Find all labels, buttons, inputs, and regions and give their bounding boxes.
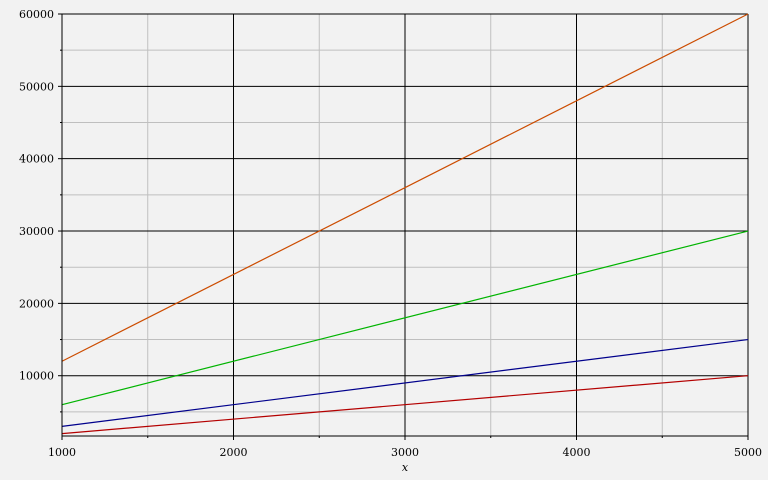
x-tick-label: 1000 xyxy=(48,446,76,459)
y-tick-label: 10000 xyxy=(19,370,54,383)
x-axis-title: x xyxy=(402,461,409,474)
series-lines xyxy=(61,13,749,435)
y-tick-label: 40000 xyxy=(19,153,54,166)
x-tick-label: 3000 xyxy=(391,446,419,459)
y-tick-label: 50000 xyxy=(19,80,54,93)
y-tick-label: 30000 xyxy=(19,225,54,238)
series-line-1 xyxy=(61,13,749,362)
y-tick-label: 60000 xyxy=(19,8,54,21)
x-tick-label: 2000 xyxy=(220,446,248,459)
series-line-3 xyxy=(61,338,749,427)
major-gridlines xyxy=(61,13,749,436)
axes xyxy=(58,13,749,440)
x-tick-label: 5000 xyxy=(734,446,762,459)
series-line-2 xyxy=(61,230,749,406)
tick-labels: 1000 2000 3000 4000 5000 10000 20000 30000 40000… xyxy=(19,8,762,459)
x-tick-label: 4000 xyxy=(563,446,591,459)
series-line-4 xyxy=(61,375,749,435)
y-tick-label: 20000 xyxy=(19,297,54,310)
